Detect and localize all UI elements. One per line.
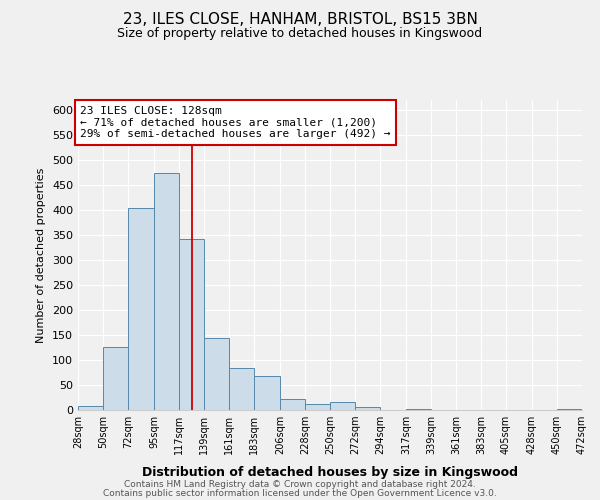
- Text: Distribution of detached houses by size in Kingswood: Distribution of detached houses by size …: [142, 466, 518, 479]
- Bar: [204, 338, 229, 410]
- Bar: [179, 239, 204, 410]
- Bar: [280, 399, 305, 410]
- Text: Size of property relative to detached houses in Kingswood: Size of property relative to detached ho…: [118, 28, 482, 40]
- Bar: [103, 346, 128, 410]
- Text: Contains public sector information licensed under the Open Government Licence v3: Contains public sector information licen…: [103, 488, 497, 498]
- Text: Contains HM Land Registry data © Crown copyright and database right 2024.: Contains HM Land Registry data © Crown c…: [124, 480, 476, 489]
- Bar: [229, 368, 254, 410]
- Bar: [154, 173, 179, 410]
- Bar: [355, 407, 380, 410]
- Bar: [557, 409, 582, 410]
- Text: 23, ILES CLOSE, HANHAM, BRISTOL, BS15 3BN: 23, ILES CLOSE, HANHAM, BRISTOL, BS15 3B…: [122, 12, 478, 28]
- Bar: [406, 409, 431, 410]
- Bar: [254, 376, 280, 410]
- Bar: [128, 208, 154, 410]
- Bar: [78, 406, 103, 410]
- Bar: [305, 404, 330, 410]
- Bar: [330, 402, 355, 410]
- Y-axis label: Number of detached properties: Number of detached properties: [37, 168, 46, 342]
- Text: 23 ILES CLOSE: 128sqm
← 71% of detached houses are smaller (1,200)
29% of semi-d: 23 ILES CLOSE: 128sqm ← 71% of detached …: [80, 106, 391, 139]
